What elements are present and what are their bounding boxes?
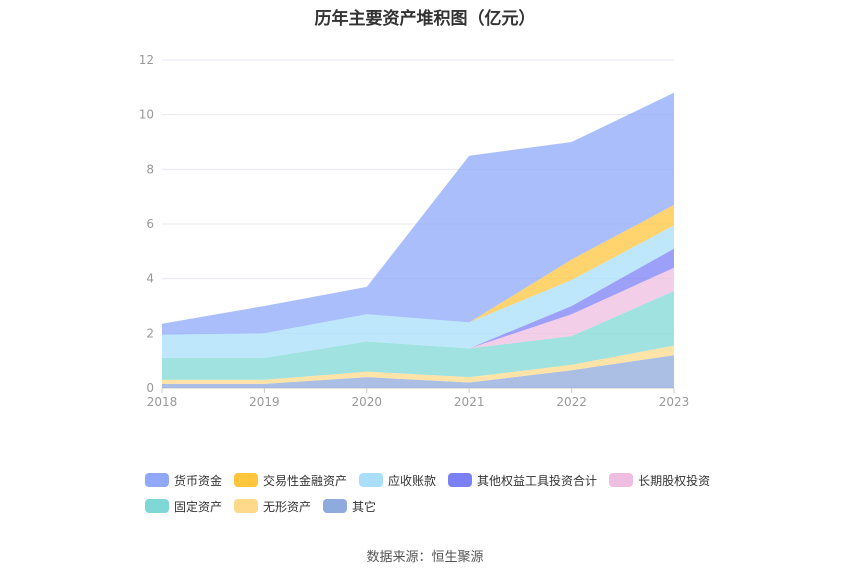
legend-item[interactable]: 其它 [323,498,376,514]
stacked-area-chart: 0 2 4 6 8 10 12 2018 2019 2020 2021 2022 2023 [139,53,690,409]
y-tick-label: 8 [146,162,154,176]
y-tick-label: 6 [146,217,154,231]
area-其它 [162,355,674,388]
area-应收账款 [162,225,674,358]
legend-item[interactable]: 长期股权投资 [609,472,710,488]
legend-label: 应收账款 [388,473,437,488]
legend-item[interactable]: 固定资产 [145,498,222,514]
legend-item[interactable]: 货币资金 [145,472,222,488]
data-source-note: 数据来源：恒生聚源 [366,550,484,565]
area-货币资金 [162,92,674,335]
legend-item[interactable]: 无形资产 [234,498,311,514]
legend-label: 货币资金 [174,473,223,488]
legend-item[interactable]: 交易性金融资产 [234,472,347,488]
area-无形资产 [162,345,674,384]
axes: 0 2 4 6 8 10 12 2018 2019 2020 2021 2022 2023 [139,53,690,409]
legend-label: 其它 [352,499,377,514]
legend-swatch [234,499,259,513]
legend-label: 长期股权投资 [638,473,711,488]
x-tick-label: 2020 [352,395,383,409]
x-tick-label: 2019 [249,395,280,409]
legend: 货币资金 交易性金融资产 应收账款 其他权益工具投资合计 长期股权投资固定资产 无形资产 其… [145,472,735,524]
x-tick-label: 2018 [147,395,178,409]
x-tick-label: 2023 [659,395,690,409]
legend-label: 无形资产 [263,499,312,514]
legend-label: 交易性金融资产 [263,473,348,488]
y-tick-label: 4 [146,272,154,286]
legend-label: 其他权益工具投资合计 [477,473,598,488]
legend-swatch [359,473,384,487]
y-tick-label: 0 [146,381,154,395]
legend-swatch [323,499,348,513]
legend-swatch [609,473,634,487]
y-tick-label: 10 [139,108,154,122]
legend-swatch [448,473,473,487]
legend-item[interactable]: 应收账款 [359,472,436,488]
chart-title: 历年主要资产堆积图（亿元） [314,9,536,29]
legend-swatch [145,473,169,487]
y-tick-label: 2 [146,326,154,340]
legend-item[interactable]: 其他权益工具投资合计 [448,472,597,488]
legend-swatch [234,473,259,487]
legend-label: 固定资产 [174,499,223,514]
x-tick-label: 2022 [556,395,587,409]
x-tick-label: 2021 [454,395,485,409]
y-tick-label: 12 [139,53,154,67]
area-固定资产 [162,291,674,380]
area-长期股权投资 [162,267,674,358]
area-交易性金融资产 [162,204,674,335]
area-series [162,92,674,388]
legend-swatch [145,499,169,513]
